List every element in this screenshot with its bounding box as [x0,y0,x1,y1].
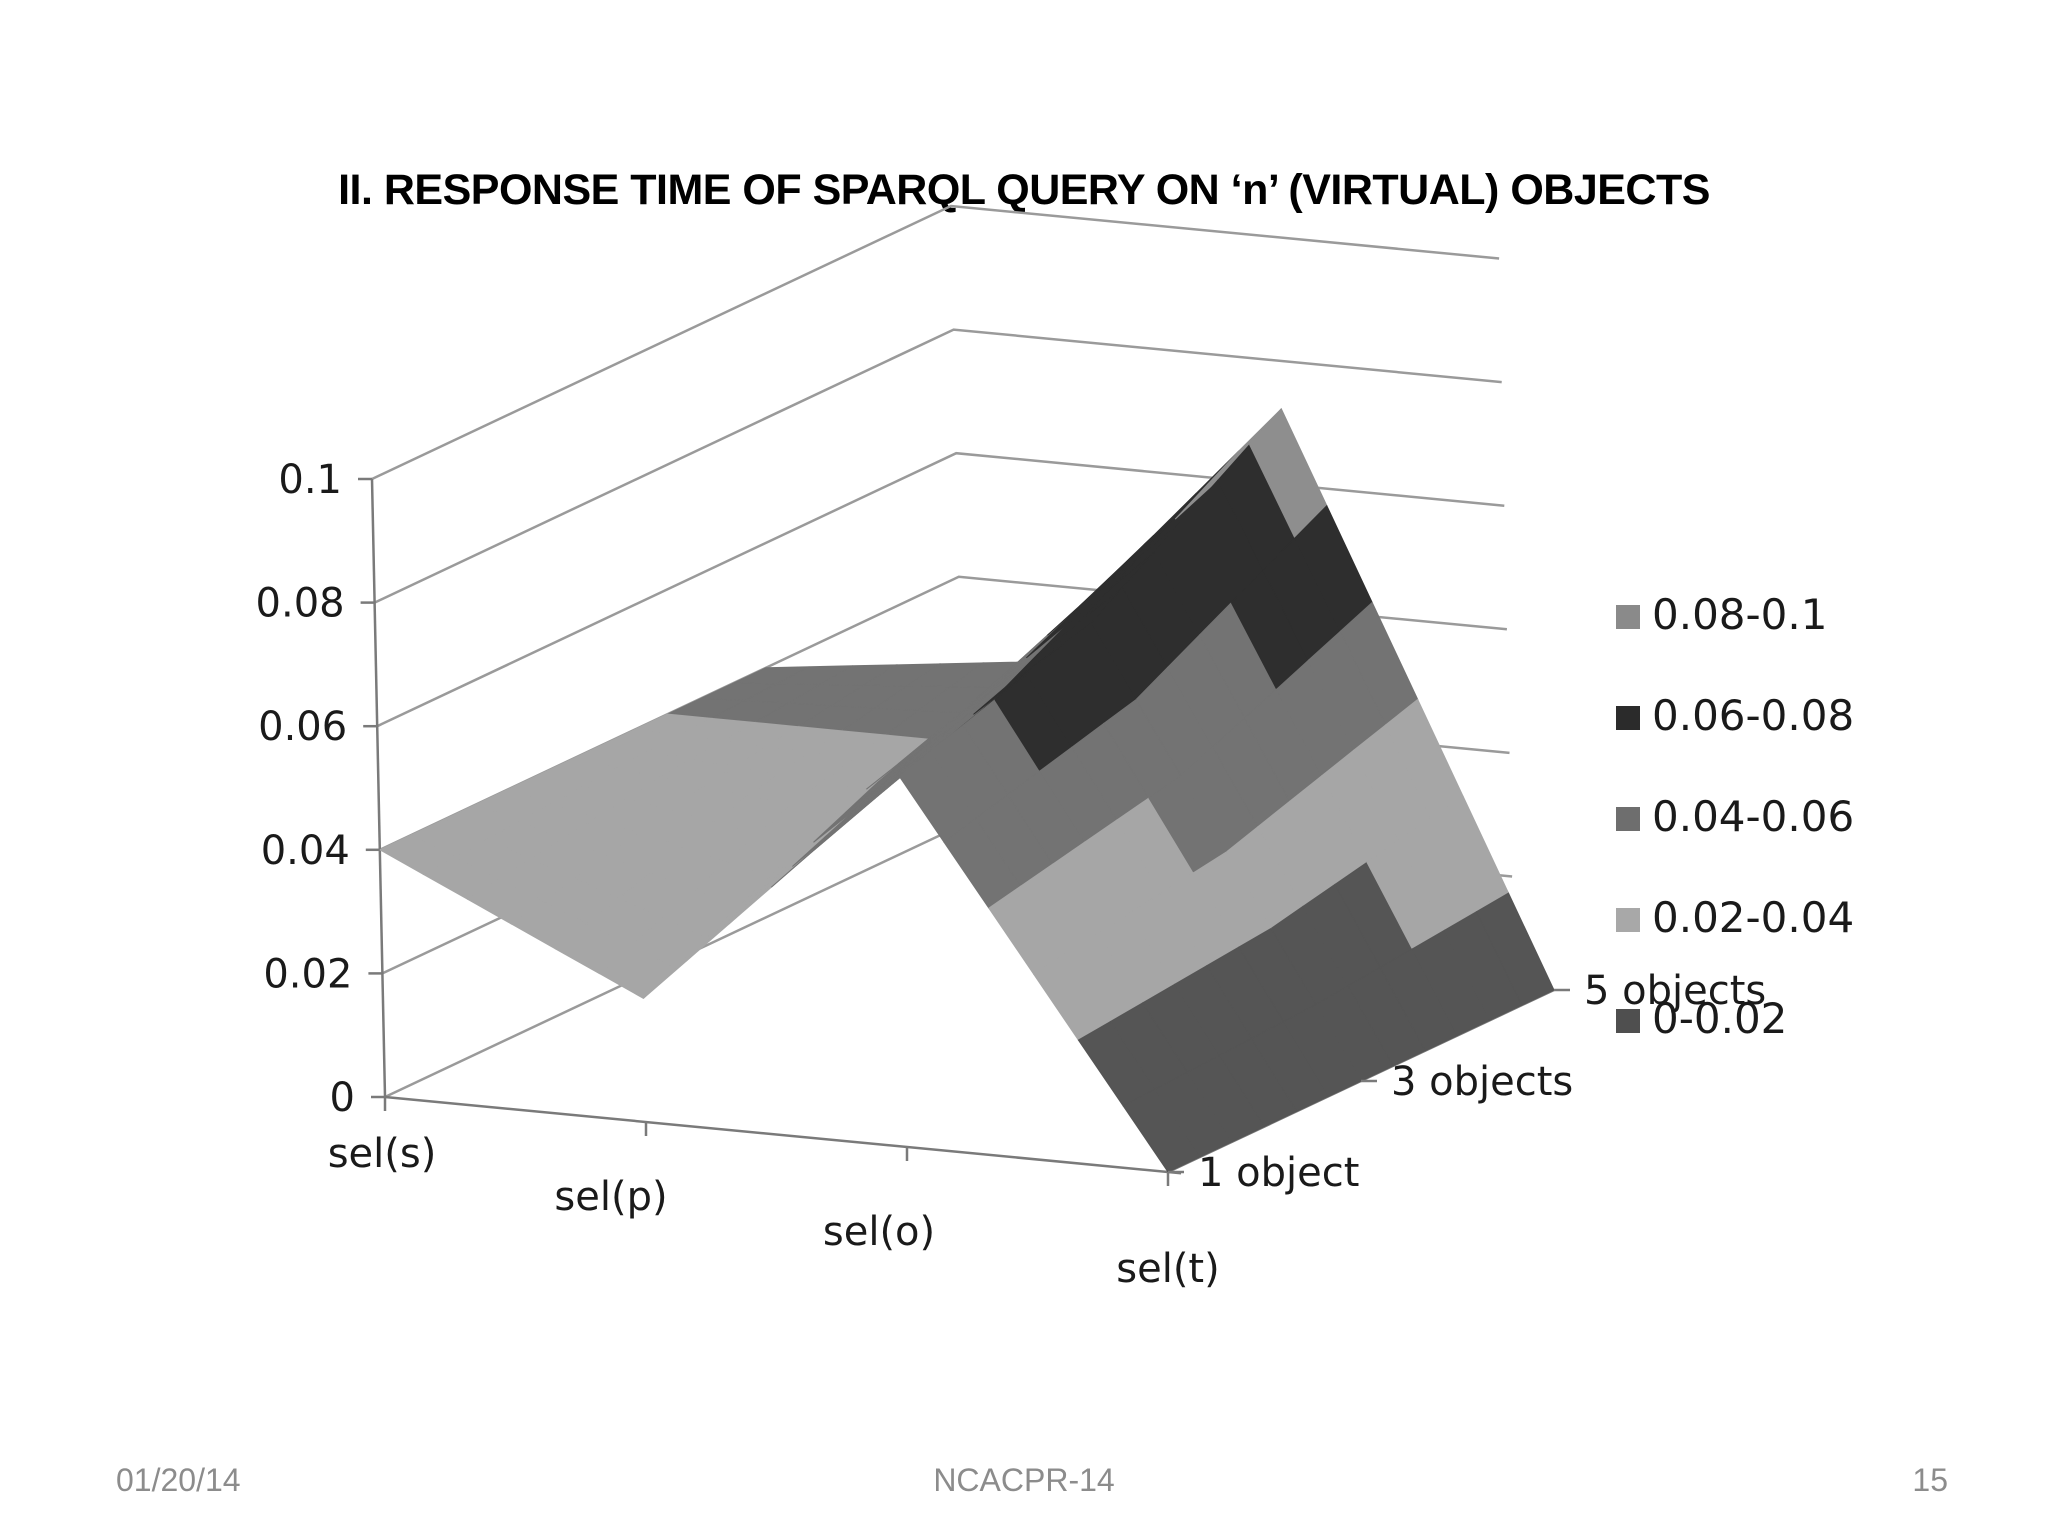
legend-swatch [1616,1009,1640,1033]
footer-conference: NCACPR-14 [933,1462,1115,1498]
y-tick-label: 0.04 [261,828,350,874]
legend-swatch [1616,605,1640,629]
slide-title: II. RESPONSE TIME OF SPARQL QUERY ON ‘n’… [338,166,1710,214]
y-tick-label: 0.08 [256,581,345,627]
legend-swatch [1616,706,1640,730]
series-label: 1 object [1198,1150,1359,1196]
series-label: 5 objects [1584,968,1766,1014]
legend-label: 0.08-0.1 [1652,590,1827,639]
x-tick-label: sel(p) [554,1174,667,1220]
gridline [371,204,1500,481]
x-axis-line [384,1095,1182,1175]
y-tick-label: 0 [330,1075,355,1121]
y-tick-label: 0.1 [278,457,342,503]
y-tick-label: 0.02 [263,951,352,997]
legend-label: 0-0.02 [1652,994,1787,1043]
y-tick-label: 0.06 [258,704,347,750]
legend-swatch [1616,908,1640,932]
legend-label: 0.06-0.08 [1652,691,1854,740]
footer-page-number: 15 [1912,1462,1948,1498]
x-tick-label: sel(t) [1116,1246,1219,1292]
y-axis-line [370,478,387,1098]
gridline [374,328,1502,604]
series-label: 3 objects [1391,1059,1573,1105]
legend-swatch [1616,807,1640,831]
legend-label: 0.02-0.04 [1652,893,1854,942]
x-tick-label: sel(s) [328,1131,437,1177]
footer-date: 01/20/14 [116,1462,241,1498]
gridline [376,451,1505,728]
legend-label: 0.04-0.06 [1652,792,1854,841]
x-tick-label: sel(o) [823,1209,935,1255]
